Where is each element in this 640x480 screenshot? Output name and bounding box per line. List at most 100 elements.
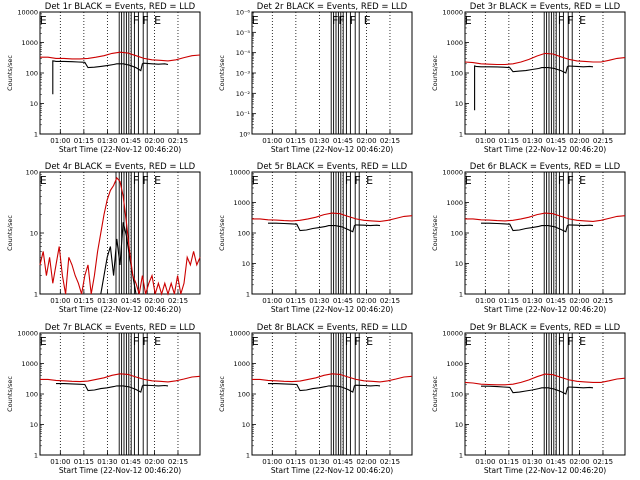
x-tick-label: 02:15 (593, 458, 613, 466)
event-label: E (154, 14, 161, 27)
y-tick-label: 1 (34, 452, 38, 460)
plot-frame (464, 11, 626, 135)
y-tick-label: 10 (30, 421, 38, 429)
series-line-events (52, 60, 169, 95)
event-label: F (142, 335, 148, 348)
event-label: F (354, 335, 360, 348)
panel-7: Det 7r BLACK = Events, RED = LLD 01:00 01:… (6, 323, 201, 475)
y-tick-label: 1000 (21, 360, 38, 368)
x-axis-label: Start Time (22-Nov-12 00:46:20) (484, 145, 606, 154)
event-label: E (252, 174, 259, 187)
x-tick-label: 01:15 (499, 137, 519, 145)
event-label: F (558, 14, 564, 27)
y-axis-label: Counts/sec (431, 55, 439, 91)
x-axis-label: Start Time (22-Nov-12 00:46:20) (271, 305, 393, 314)
event-label: E (154, 335, 161, 348)
x-tick-label: 01:45 (546, 137, 566, 145)
panel-title: Det 1r BLACK = Events, RED = LLD (45, 2, 196, 12)
series-line-lld (464, 373, 626, 386)
x-axis-label: Start Time (22-Nov-12 00:46:20) (59, 145, 181, 154)
x-tick-label: 01:45 (546, 297, 566, 305)
x-tick-label: 01:30 (522, 297, 542, 305)
event-label: F (567, 174, 573, 187)
y-tick-label: 10⁻⁵ (236, 29, 251, 37)
y-tick-label: 10000 (229, 330, 250, 338)
y-axis-label: Counts/sec (6, 55, 14, 91)
x-tick-label: 01:00 (50, 137, 70, 145)
x-tick-label: 01:15 (286, 458, 306, 466)
series-line-lld (40, 373, 201, 383)
x-tick-label: 02:00 (356, 297, 376, 305)
x-tick-label: 02:15 (168, 458, 188, 466)
x-axis-label: Start Time (22-Nov-12 00:46:20) (59, 305, 181, 314)
series-line-events (481, 385, 594, 395)
x-tick-label: 01:30 (309, 137, 329, 145)
event-label: F (350, 14, 356, 27)
panel-8: Det 8r BLACK = Events, RED = LLD 01:00 01:… (218, 323, 413, 475)
x-tick-label: 01:00 (262, 297, 282, 305)
series-line-events (481, 222, 594, 233)
event-label: F (558, 174, 564, 187)
y-tick-label: 1000 (233, 199, 250, 207)
y-tick-label: 1000 (233, 360, 250, 368)
x-tick-label: 02:15 (168, 137, 188, 145)
x-tick-label: 01:30 (309, 297, 329, 305)
event-label: F (133, 174, 139, 187)
x-tick-label: 01:15 (286, 297, 306, 305)
y-tick-label: 1000 (21, 39, 38, 47)
series-line-lld (252, 212, 413, 222)
x-tick-label: 01:15 (286, 137, 306, 145)
y-tick-label: 100 (451, 70, 463, 78)
event-label: E (40, 174, 47, 187)
panel-title: Det 2r BLACK = Events, RED = LLD (257, 2, 408, 12)
y-tick-label: 10⁰ (239, 131, 250, 139)
x-axis-label: Start Time (22-Nov-12 00:46:20) (59, 466, 181, 475)
x-axis-label: Start Time (22-Nov-12 00:46:20) (484, 305, 606, 314)
x-tick-label: 02:00 (144, 458, 164, 466)
event-label: F (133, 14, 139, 27)
y-tick-label: 10⁻² (236, 90, 251, 98)
x-tick-label: 01:15 (499, 458, 519, 466)
panel-title: Det 9r BLACK = Events, RED = LLD (470, 323, 621, 333)
y-axis-label: Counts/sec (6, 215, 14, 251)
y-tick-label: 10 (30, 230, 38, 238)
event-label: E (40, 14, 47, 27)
x-tick-label: 01:45 (333, 297, 353, 305)
event-label: F (567, 14, 573, 27)
x-tick-label: 01:00 (50, 458, 70, 466)
event-label: F (332, 14, 338, 27)
y-tick-label: 1000 (446, 39, 463, 47)
y-tick-label: 100 (451, 230, 463, 238)
y-tick-label: 10⁻⁴ (236, 49, 251, 57)
plot-frame (464, 171, 626, 295)
event-label: E (579, 174, 586, 187)
x-tick-label: 02:00 (569, 458, 589, 466)
y-tick-label: 1000 (446, 360, 463, 368)
plot-frame (251, 332, 413, 456)
series-line-events (56, 383, 169, 393)
event-label: E (252, 335, 259, 348)
series-line-lld (464, 52, 626, 66)
y-tick-label: 10⁻³ (236, 70, 251, 78)
x-tick-label: 02:00 (356, 458, 376, 466)
x-tick-label: 01:30 (97, 458, 117, 466)
y-axis-label: Counts/sec (218, 55, 226, 91)
x-tick-label: 02:00 (144, 297, 164, 305)
y-tick-label: 100 (238, 230, 250, 238)
series-line-events (268, 383, 381, 393)
x-tick-label: 02:15 (168, 297, 188, 305)
event-label: F (338, 14, 344, 27)
y-tick-label: 10 (242, 260, 250, 268)
x-tick-label: 01:15 (499, 297, 519, 305)
panel-title: Det 6r BLACK = Events, RED = LLD (470, 162, 621, 172)
series-line-lld (465, 212, 626, 222)
panel-6: Det 6r BLACK = Events, RED = LLD 01:00 01:… (431, 162, 626, 314)
panel-3: Det 3r BLACK = Events, RED = LLD 01:00 01:… (431, 2, 626, 154)
event-label: F (345, 335, 351, 348)
plot-frame (251, 11, 413, 135)
y-tick-label: 1 (246, 452, 250, 460)
x-tick-label: 01:00 (262, 137, 282, 145)
panel-4: Det 4r BLACK = Events, RED = LLD 01:00 01:… (6, 162, 201, 314)
event-label: F (142, 14, 148, 27)
y-tick-label: 10000 (442, 169, 463, 177)
